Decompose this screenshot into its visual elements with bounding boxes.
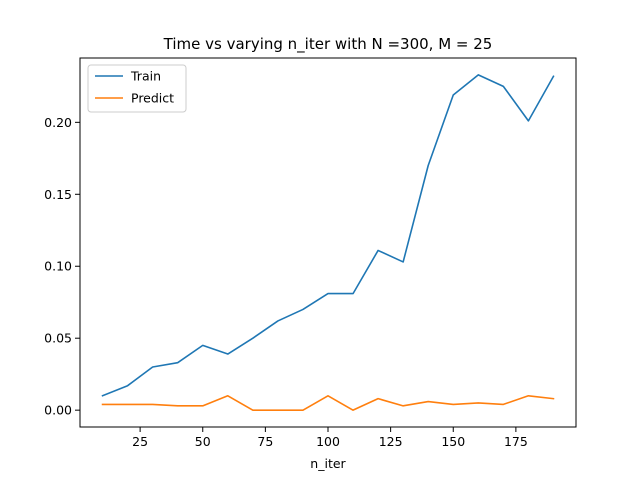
x-tick-label: 175 [504,434,528,449]
x-axis-label: n_iter [310,456,346,471]
chart-title: Time vs varying n_iter with N =300, M = … [163,35,493,54]
legend-label-train: Train [130,69,161,84]
y-tick-label: 0.10 [44,259,72,274]
series-line-predict [101,394,555,411]
legend-label-predict: Predict [131,91,174,106]
y-tick-label: 0.15 [44,187,72,202]
x-tick-label: 150 [441,434,465,449]
legend: Train Predict [87,64,187,113]
x-axis: 25 50 75 100 125 150 175 [132,427,528,449]
y-tick-label: 0.20 [44,115,72,130]
x-tick-label: 100 [316,434,340,449]
series-line-train [101,74,555,397]
x-tick-label: 25 [132,434,148,449]
y-axis: 0.00 0.05 0.10 0.15 0.20 [44,115,80,418]
y-tick-label: 0.05 [44,331,72,346]
plot-area [79,57,577,428]
x-tick-label: 75 [257,434,273,449]
y-tick-label: 0.00 [44,403,72,418]
x-tick-label: 50 [195,434,211,449]
series-layer [101,74,555,411]
x-tick-label: 125 [379,434,403,449]
plot-frame [79,57,577,428]
